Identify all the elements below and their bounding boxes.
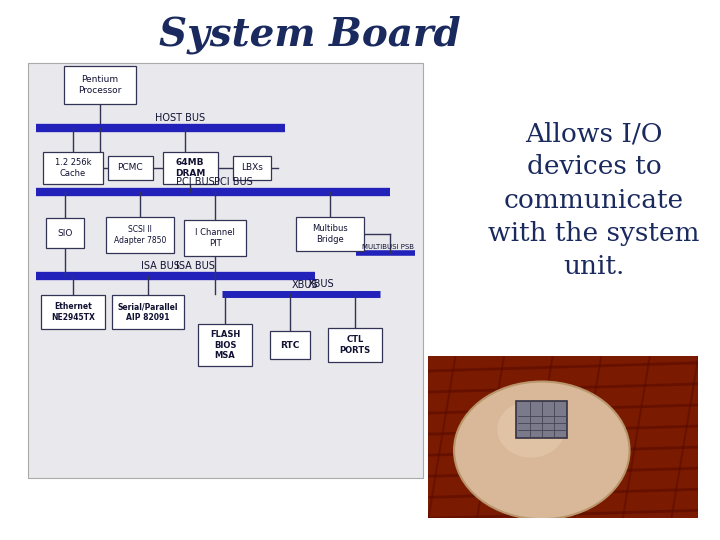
Text: LBXs: LBXs: [241, 164, 263, 172]
Ellipse shape: [454, 381, 629, 519]
Text: SCSI II
Adapter 7850: SCSI II Adapter 7850: [114, 225, 166, 245]
Text: Multibus
Bridge: Multibus Bridge: [312, 224, 348, 244]
Text: Allows I/O
devices to
communicate
with the system
unit.: Allows I/O devices to communicate with t…: [488, 122, 700, 279]
FancyBboxPatch shape: [270, 331, 310, 359]
Text: PCI BUS: PCI BUS: [176, 177, 215, 187]
FancyBboxPatch shape: [296, 217, 364, 251]
FancyBboxPatch shape: [233, 156, 271, 180]
Text: System Board: System Board: [159, 16, 461, 54]
FancyBboxPatch shape: [107, 156, 153, 180]
Text: Serial/Parallel
AIP 82091: Serial/Parallel AIP 82091: [118, 302, 179, 322]
FancyBboxPatch shape: [43, 152, 103, 184]
FancyBboxPatch shape: [41, 295, 105, 329]
FancyBboxPatch shape: [28, 63, 423, 478]
FancyBboxPatch shape: [184, 220, 246, 256]
Text: FLASH
BIOS
MSA: FLASH BIOS MSA: [210, 330, 240, 360]
Text: PCMC: PCMC: [117, 164, 143, 172]
Text: XBUS: XBUS: [307, 279, 334, 289]
Text: XBUS: XBUS: [292, 280, 318, 290]
FancyBboxPatch shape: [64, 66, 136, 104]
Text: 1.2 256k
Cache: 1.2 256k Cache: [55, 158, 91, 178]
FancyBboxPatch shape: [112, 295, 184, 329]
Text: Pentium
Processor: Pentium Processor: [78, 75, 122, 94]
Text: MULTIBUSI PSB: MULTIBUSI PSB: [362, 244, 414, 250]
Text: RTC: RTC: [280, 341, 300, 349]
Text: HOST BUS: HOST BUS: [156, 113, 206, 123]
Text: ISA BUS: ISA BUS: [140, 261, 179, 271]
FancyBboxPatch shape: [198, 324, 252, 366]
FancyBboxPatch shape: [163, 152, 217, 184]
Text: SIO: SIO: [58, 228, 73, 238]
Ellipse shape: [498, 401, 564, 457]
FancyBboxPatch shape: [328, 328, 382, 362]
Text: CTL
PORTS: CTL PORTS: [339, 335, 371, 355]
FancyBboxPatch shape: [106, 217, 174, 253]
Text: I Channel
PIT: I Channel PIT: [195, 228, 235, 248]
Text: Ethernet
NE2945TX: Ethernet NE2945TX: [51, 302, 95, 322]
FancyBboxPatch shape: [516, 401, 567, 438]
Text: 64MB
DRAM: 64MB DRAM: [175, 158, 205, 178]
FancyBboxPatch shape: [46, 218, 84, 248]
Text: ISA BUS: ISA BUS: [176, 261, 215, 271]
Text: PCI BUS: PCI BUS: [214, 177, 253, 187]
